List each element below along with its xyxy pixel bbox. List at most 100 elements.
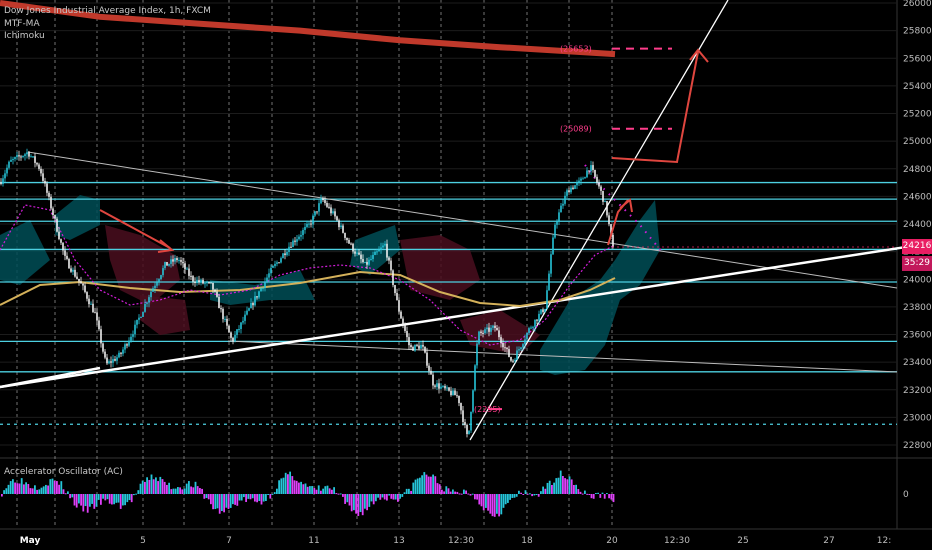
major-support-trendline[interactable] — [0, 241, 932, 389]
oscillator-zero-label: 0 — [903, 490, 909, 500]
candle-body — [302, 230, 304, 236]
oscillator-bar — [579, 491, 582, 494]
candle-body — [174, 258, 176, 262]
oscillator-bar — [113, 494, 115, 505]
mtf-ma-band[interactable] — [0, 0, 616, 58]
candle-body — [268, 273, 270, 278]
candle-body — [374, 251, 376, 255]
candle-body — [600, 186, 602, 191]
indicator-ichimoku-label[interactable]: Ichimoku — [4, 31, 45, 41]
oscillator-bar — [496, 494, 498, 514]
oscillator-bar — [192, 487, 195, 494]
oscillator-bar — [313, 487, 316, 494]
candle-body — [82, 283, 84, 286]
oscillator-bar — [487, 494, 489, 511]
candle-body — [364, 262, 366, 264]
candle-body — [480, 331, 482, 333]
candle-body — [8, 161, 10, 168]
oscillator-bar — [117, 494, 120, 503]
candle-body — [26, 152, 28, 155]
oscillator-bar — [445, 486, 448, 494]
projection-arrowhead-long[interactable] — [689, 48, 709, 63]
candle-body — [384, 243, 386, 246]
candle-body — [194, 281, 196, 284]
low-label: (2295) — [474, 405, 501, 414]
bearish-arrowhead[interactable] — [157, 239, 175, 253]
candle-body — [330, 207, 332, 214]
candle-body — [304, 226, 306, 231]
oscillator-bar — [588, 494, 591, 495]
candle-body — [270, 267, 272, 274]
candle-body — [316, 211, 318, 213]
oscillator-bar — [144, 481, 146, 494]
candle-body — [508, 349, 510, 357]
candle-body — [182, 261, 184, 264]
candle-body — [388, 257, 390, 261]
oscillator-bar — [342, 494, 344, 497]
candle-body — [204, 283, 206, 285]
candle-body — [458, 395, 460, 404]
oscillator-bar — [218, 494, 221, 514]
oscillator-bar — [168, 482, 170, 494]
oscillator-bar — [225, 494, 228, 508]
projection-arrow-long[interactable] — [611, 51, 699, 164]
candle-body — [38, 164, 40, 169]
candle-body — [454, 390, 456, 396]
candle-body — [50, 196, 52, 209]
candle-body — [518, 349, 520, 351]
candle-body — [372, 254, 374, 259]
candle-body — [170, 259, 172, 264]
fast-moving-average[interactable] — [0, 204, 616, 346]
candle-body — [292, 240, 294, 248]
candle-body — [12, 158, 14, 160]
candle-body — [556, 221, 558, 225]
indicator-mtf-ma-label[interactable]: MTF-MA — [4, 19, 40, 29]
candle-body — [178, 260, 180, 262]
oscillator-bar — [467, 493, 470, 495]
price-tick-label: 25800 — [903, 27, 932, 37]
upper-trendline[interactable] — [27, 151, 898, 289]
oscillator-bar — [203, 494, 206, 499]
oscillator-bar — [399, 494, 401, 499]
steep-trendline[interactable] — [469, 0, 729, 441]
time-tick-label: 12: — [877, 536, 891, 546]
candle-body — [306, 223, 308, 227]
oscillator-bar — [405, 488, 408, 494]
candle-body — [438, 383, 440, 389]
candle-body — [40, 168, 42, 174]
oscillator-bar — [513, 494, 516, 498]
lower-trendline[interactable] — [227, 340, 898, 373]
candle-body — [398, 300, 400, 312]
oscillator-bar — [1, 494, 3, 497]
oscillator-bar — [381, 494, 384, 498]
oscillator-bar — [89, 494, 91, 507]
oscillator-bar — [278, 480, 280, 494]
oscillator-bar — [298, 482, 300, 494]
oscillator-bar — [78, 494, 80, 504]
candle-body — [314, 211, 316, 216]
oscillator-bar — [403, 492, 406, 494]
oscillator-bar — [456, 491, 459, 494]
oscillator-bar — [476, 494, 478, 500]
oscillator-bar — [122, 494, 124, 506]
candle-body — [472, 390, 474, 412]
oscillator-bar — [465, 490, 467, 494]
time-tick-label: 25 — [737, 536, 748, 546]
candle-body — [160, 275, 162, 280]
oscillator-bar — [489, 494, 492, 514]
oscillator-bar — [155, 477, 157, 494]
projection-arrowhead-short[interactable] — [619, 198, 633, 213]
oscillator-bar — [309, 486, 311, 494]
oscillator-bar — [584, 490, 586, 494]
oscillator-bar — [612, 494, 615, 503]
candle-body — [230, 332, 232, 338]
oscillator-bar — [504, 494, 507, 505]
oscillator-bar — [586, 493, 588, 495]
candle-body — [502, 343, 504, 348]
projection-arrow-short[interactable] — [607, 199, 629, 246]
candle-body — [156, 282, 158, 286]
oscillator-bar — [335, 493, 338, 495]
oscillator-bar — [597, 492, 599, 494]
bearish-arrow[interactable] — [99, 209, 171, 249]
